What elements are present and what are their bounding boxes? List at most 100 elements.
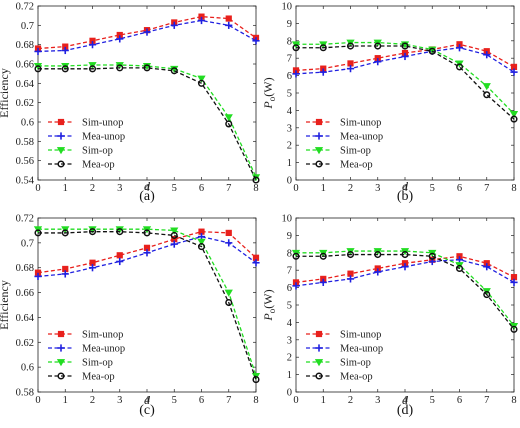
y-axis-label: Efficiency (0, 68, 11, 118)
series-mea-op (292, 42, 518, 123)
data-point (143, 28, 151, 36)
data-point (346, 42, 355, 50)
data-point (292, 70, 300, 78)
x-tick-label: 4 (402, 183, 408, 194)
y-axis-label-unit: (W) (261, 77, 275, 96)
x-tick-label: 6 (199, 395, 204, 406)
data-point (224, 289, 233, 297)
data-point (510, 68, 518, 76)
data-point (170, 231, 178, 239)
y-tick-label: 6 (287, 283, 292, 294)
legend-marker (57, 372, 65, 380)
x-tick-label: 5 (172, 183, 177, 194)
y-axis-label: Efficiency (0, 280, 11, 330)
data-point (197, 16, 206, 25)
chart-panel-1: 0 1 2 3 4 5 6 7 8 0.54 0.56 0.58 0.6 0.62 0.64 0.66 0.68… (0, 2, 261, 204)
data-point (197, 79, 206, 87)
data-point (34, 65, 42, 73)
x-tick-label: 3 (117, 395, 122, 406)
legend-label: Sim-unop (340, 118, 381, 129)
panel-caption: (c) (139, 403, 155, 418)
x-tick-label: 5 (172, 395, 177, 406)
data-point (197, 75, 206, 83)
data-point (483, 51, 491, 59)
chart-panel-3: 0 1 2 3 4 5 6 7 8 0.58 0.6 0.62 0.64 0.66 0.68 0.7 0.72 d… (0, 214, 261, 418)
data-point (510, 325, 518, 333)
x-tick-label: 8 (253, 395, 258, 406)
data-point (401, 250, 409, 259)
legend-marker (315, 372, 323, 380)
y-tick-label: 3 (287, 123, 292, 134)
legend-marker (56, 147, 66, 155)
data-point (455, 44, 464, 52)
data-point (170, 227, 179, 235)
x-tick-label: 2 (90, 395, 95, 406)
x-tick-label: 1 (63, 395, 68, 406)
legend-label: Mea-op (82, 372, 115, 383)
series-line (37, 19, 257, 53)
x-axis-label: d (402, 179, 409, 193)
x-tick-label: 5 (430, 395, 435, 406)
y-tick-label: 0.56 (16, 156, 34, 167)
x-tick-label: 8 (253, 183, 258, 194)
series-mea-unop (34, 233, 260, 281)
x-tick-label: 4 (144, 183, 150, 194)
x-tick-label: 0 (35, 183, 40, 194)
y-tick-label: 2 (287, 141, 292, 152)
data-point (116, 35, 124, 43)
legend-label: Sim-op (82, 358, 113, 369)
data-point (252, 376, 260, 384)
panel-caption: (b) (397, 189, 414, 204)
data-point (401, 263, 409, 271)
y-tick-label: 7 (287, 266, 292, 277)
legend-label: Sim-unop (82, 330, 123, 341)
x-tick-label: 2 (90, 183, 95, 194)
x-tick-label: 7 (226, 395, 231, 406)
legend-marker (56, 359, 66, 367)
y-tick-label: 0.64 (16, 313, 35, 324)
plot-frame (295, 217, 515, 393)
y-axis-label-unit: (W) (261, 289, 275, 308)
data-point (292, 252, 300, 260)
series-line (296, 41, 515, 115)
data-point (483, 291, 491, 299)
data-point (374, 42, 382, 50)
y-tick-label: 0.6 (21, 363, 34, 374)
data-point (88, 41, 97, 49)
y-tick-label: 0.68 (16, 40, 34, 51)
series-line (296, 45, 515, 120)
plot-frame (37, 217, 257, 393)
legend-marker (57, 118, 65, 126)
data-point (61, 270, 69, 278)
x-tick-label: 8 (511, 183, 516, 194)
legend-marker (57, 132, 65, 140)
y-axis-label-main: P (261, 313, 275, 322)
y-tick-label: 0.58 (16, 388, 34, 399)
y-tick-label: 3 (287, 335, 292, 346)
y-tick-label: 9 (287, 231, 292, 242)
legend-marker (57, 330, 65, 338)
x-tick-label: 7 (484, 395, 489, 406)
data-point (170, 240, 178, 248)
y-tick-label: 0.66 (16, 60, 34, 71)
y-tick-label: 0.6 (21, 118, 34, 129)
data-point (88, 264, 97, 272)
data-point (319, 44, 327, 52)
y-tick-label: 6 (287, 71, 292, 82)
y-axis-label: Po(W) (261, 77, 277, 109)
data-point (61, 46, 69, 55)
x-axis-label: d (144, 179, 151, 193)
legend-marker (315, 330, 323, 338)
data-point (401, 42, 409, 50)
legend-label: Mea-op (82, 160, 115, 171)
x-tick-label: 0 (293, 395, 298, 406)
y-tick-label: 4 (287, 318, 293, 329)
series-line (38, 231, 257, 380)
data-point (319, 252, 327, 260)
x-tick-label: 5 (430, 183, 435, 194)
data-point (143, 64, 151, 72)
data-point (509, 110, 519, 119)
data-point (88, 228, 97, 236)
series-mea-op (292, 250, 518, 333)
x-axis-label: d (402, 393, 409, 407)
